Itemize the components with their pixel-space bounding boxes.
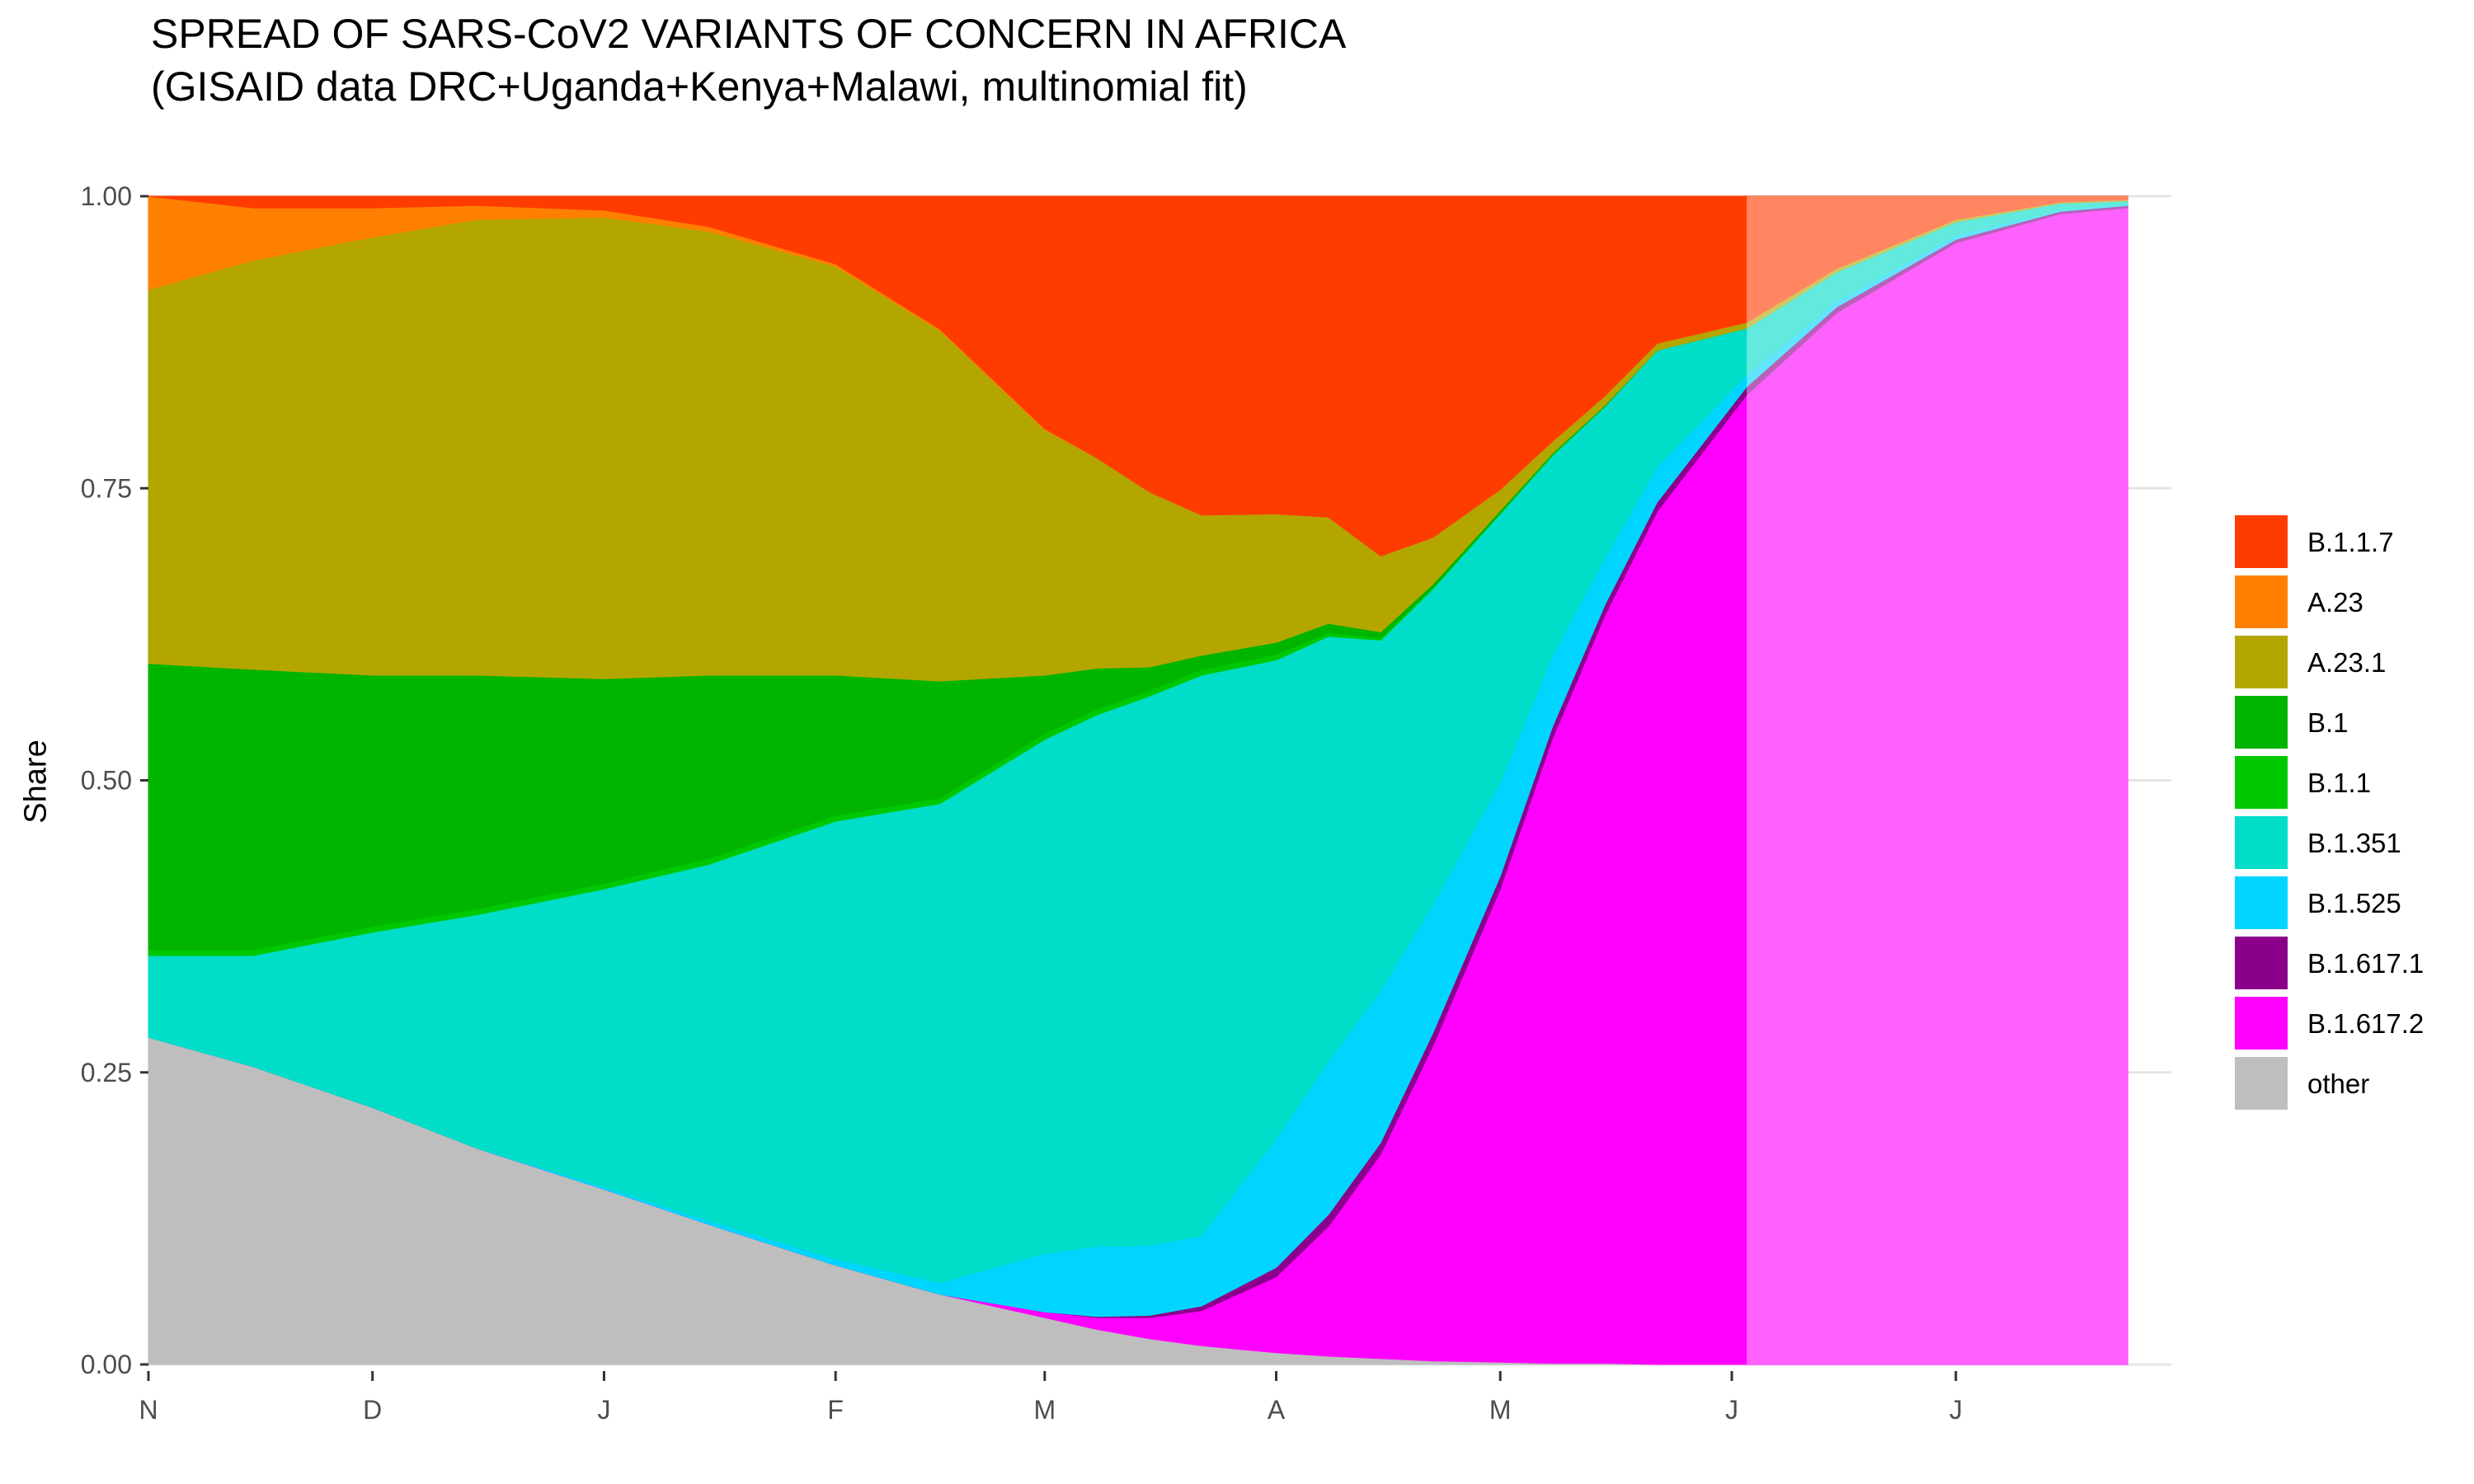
x-tick-label-6: M bbox=[1489, 1395, 1512, 1425]
y-tick-label-0: 0.00 bbox=[81, 1350, 132, 1379]
legend-label: B.1.1.7 bbox=[2307, 527, 2394, 557]
legend-swatch bbox=[2235, 1057, 2288, 1110]
legend-label: B.1.525 bbox=[2307, 888, 2401, 918]
legend-label: B.1.617.1 bbox=[2307, 948, 2425, 979]
chart-subtitle: (GISAID data DRC+Uganda+Kenya+Malawi, mu… bbox=[151, 63, 1248, 110]
legend-label: A.23.1 bbox=[2307, 647, 2387, 678]
chart-title: SPREAD OF SARS-CoV2 VARIANTS OF CONCERN … bbox=[151, 11, 1347, 57]
y-axis-label: Share bbox=[18, 740, 54, 824]
x-tick-label-4: M bbox=[1033, 1395, 1056, 1425]
legend-label: B.1.1 bbox=[2307, 768, 2372, 798]
x-tick-label-5: A bbox=[1268, 1395, 1286, 1425]
projection-overlay bbox=[1747, 196, 2128, 1364]
y-tick-label-1: 0.25 bbox=[81, 1058, 132, 1087]
legend-swatch bbox=[2235, 696, 2288, 749]
legend-swatch bbox=[2235, 756, 2288, 809]
legend-swatch bbox=[2235, 816, 2288, 869]
x-tick-label-8: J bbox=[1950, 1395, 1963, 1425]
x-tick-label-3: F bbox=[827, 1395, 844, 1425]
x-tick-label-7: J bbox=[1725, 1395, 1738, 1425]
y-tick-label-4: 1.00 bbox=[81, 181, 132, 211]
stacked-areas bbox=[148, 195, 2128, 1365]
y-tick-label-2: 0.50 bbox=[81, 766, 132, 796]
legend-label: B.1.617.2 bbox=[2307, 1008, 2425, 1039]
axes: 0.00 0.25 0.50 0.75 1.00 N D J F M A M J J bbox=[81, 181, 1963, 1425]
legend-swatch bbox=[2235, 515, 2288, 568]
legend-label: B.1 bbox=[2307, 707, 2349, 738]
legend-swatch bbox=[2235, 575, 2288, 628]
legend-label: other bbox=[2307, 1068, 2370, 1099]
legend-swatch bbox=[2235, 876, 2288, 929]
x-tick-label-0: N bbox=[139, 1395, 158, 1425]
y-tick-label-3: 0.75 bbox=[81, 473, 132, 503]
area-B-1-1-7 bbox=[148, 195, 2128, 556]
legend-swatch bbox=[2235, 937, 2288, 989]
projection-region bbox=[1747, 196, 2128, 1364]
x-tick-label-1: D bbox=[363, 1395, 382, 1425]
legend-label: B.1.351 bbox=[2307, 828, 2401, 858]
legend-swatch bbox=[2235, 636, 2288, 688]
x-tick-label-2: J bbox=[597, 1395, 610, 1425]
legend-label: A.23 bbox=[2307, 587, 2363, 618]
legend-swatch bbox=[2235, 997, 2288, 1050]
